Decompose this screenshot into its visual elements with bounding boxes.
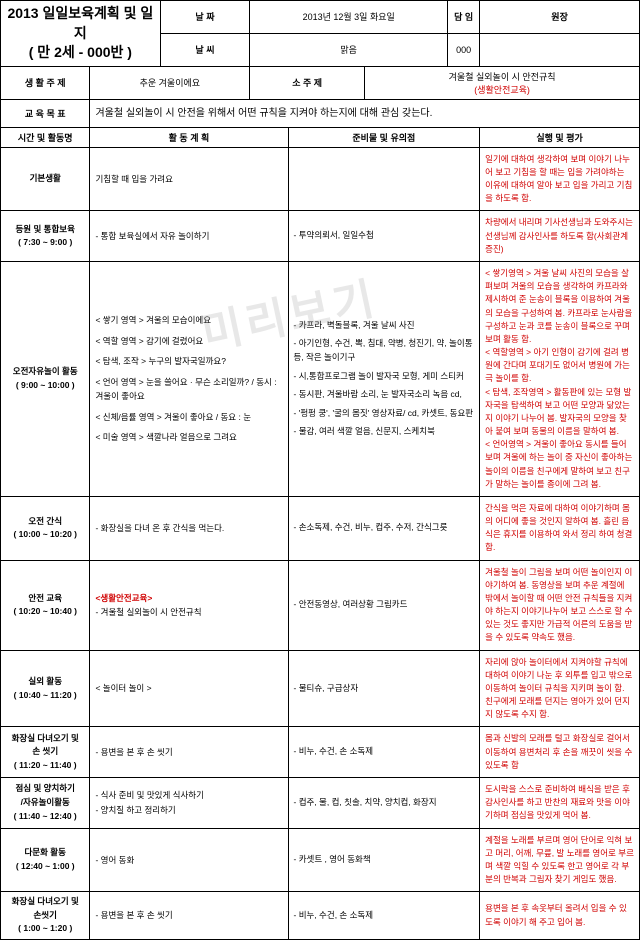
row-time-7: 점심 및 양치하기/자유놀이활동( 11:40 ~ 12:40 ) xyxy=(1,778,90,829)
sign-value: 000 xyxy=(448,33,480,66)
row-plan-4: <생활안전교육> - 겨울철 실외놀이 시 안전규칙 xyxy=(90,560,288,650)
row-prep-3: - 손소독제, 수건, 비누, 컵주, 수저, 간식그릇 xyxy=(288,496,480,560)
director-sign xyxy=(480,33,640,66)
life-topic-value: 추운 겨울이에요 xyxy=(90,66,250,99)
teacher-label: 담 임 xyxy=(448,1,480,34)
row-plan-1: - 통합 보육실에서 자유 놀이하기 xyxy=(90,211,288,262)
row-eval-6: 몸과 신발의 모래를 털고 화장실로 걸어서 이동하여 용변처리 후 손을 깨끗… xyxy=(480,727,640,778)
row-prep-6: - 비누, 수건, 손 소독제 xyxy=(288,727,480,778)
row-eval-7: 도시락을 스스로 준비하여 배식을 받은 후 감사인사를 하고 반찬의 재료와 … xyxy=(480,778,640,829)
row-prep-4: - 안전동영상, 여러상황 그림카드 xyxy=(288,560,480,650)
row-time-0: 기본생활 xyxy=(1,147,90,211)
row-prep-2: - 카프라, 벽돌블록, 겨울 날씨 사진- 아기인형, 수건, 뽁, 침대, … xyxy=(288,261,480,496)
life-topic-label: 생 활 주 제 xyxy=(1,66,90,99)
weather-label: 날 씨 xyxy=(160,33,249,66)
row-time-4: 안전 교육( 10:20 ~ 10:40 ) xyxy=(1,560,90,650)
row-prep-0 xyxy=(288,147,480,211)
row-plan-3: - 화장실을 다녀 온 후 간식을 먹는다. xyxy=(90,496,288,560)
row-eval-2: < 쌓기영역 > 겨울 날씨 사진의 모습을 살펴보며 겨울의 모습을 생각하여… xyxy=(480,261,640,496)
row-plan-6: - 용변을 본 후 손 씻기 xyxy=(90,727,288,778)
row-eval-3: 간식을 먹은 자료에 대하여 이야기하며 몸의 어디에 좋을 것인지 알하여 봄… xyxy=(480,496,640,560)
director-label: 원장 xyxy=(480,1,640,34)
sub-topic-label: 소 주 제 xyxy=(250,66,365,99)
row-prep-7: - 컵주, 물, 컵, 칫솔, 치약, 양치컵, 화장지 xyxy=(288,778,480,829)
row-plan-9: - 용변을 본 후 손 씻기 xyxy=(90,892,288,940)
row-time-1: 등원 및 통합보육( 7:30 ~ 9:00 ) xyxy=(1,211,90,262)
weather-value: 맑음 xyxy=(250,33,448,66)
col-prep: 준비물 및 유의점 xyxy=(288,127,480,147)
row-eval-5: 자리에 앉아 놀이터에서 지켜야할 규칙에 대하여 이야기 나눈 후 외투를 입… xyxy=(480,650,640,727)
row-plan-5: < 놀이터 놀이 > xyxy=(90,650,288,727)
sub-topic-value: 겨울철 실외놀이 시 안전규칙 (생활안전교육) xyxy=(365,66,640,99)
row-time-8: 다문화 활동( 12:40 ~ 1:00 ) xyxy=(1,828,90,892)
col-eval: 실행 및 평가 xyxy=(480,127,640,147)
col-plan: 활 동 계 획 xyxy=(90,127,288,147)
row-eval-9: 용변을 본 후 속옷부터 올려서 입을 수 있도록 이야기 해 주고 입어 봄. xyxy=(480,892,640,940)
row-eval-1: 차량에서 내리며 기사선생님과 도와주시는 선생님께 감사인사를 하도록 함(사… xyxy=(480,211,640,262)
row-time-3: 오전 간식( 10:00 ~ 10:20 ) xyxy=(1,496,90,560)
row-eval-0: 일기에 대하여 생각하여 보며 이야기 나누어 보고 기침을 할 때는 입을 가… xyxy=(480,147,640,211)
row-prep-5: - 물티슈, 구급상자 xyxy=(288,650,480,727)
row-eval-4: 겨울철 놀이 그림을 보며 어떤 놀이인지 이야기하여 봄. 동영상을 보며 추… xyxy=(480,560,640,650)
row-plan-2: < 쌓기 영역 > 겨울의 모습이에요< 역할 영역 > 감기에 걸렸어요< 탐… xyxy=(90,261,288,496)
row-prep-8: - 카셋트 , 영어 동화책 xyxy=(288,828,480,892)
date-value: 2013년 12월 3일 화요일 xyxy=(250,1,448,34)
row-eval-8: 계절을 노래를 부르며 영어 단어로 익혀 보고 머리, 어깨, 무릎, 발 노… xyxy=(480,828,640,892)
row-plan-8: - 영어 동화 xyxy=(90,828,288,892)
row-plan-0: 기침할 때 입을 가려요 xyxy=(90,147,288,211)
doc-title: 2013 일일보육계획 및 일지 ( 만 2세 - 000반 ) xyxy=(1,1,161,67)
col-time: 시간 및 활동명 xyxy=(1,127,90,147)
row-prep-9: - 비누, 수건, 손 소독제 xyxy=(288,892,480,940)
date-label: 날 짜 xyxy=(160,1,249,34)
row-time-9: 화장실 다녀오기 및손씻기( 1:00 ~ 1:20 ) xyxy=(1,892,90,940)
row-plan-7: - 식사 준비 및 맛있게 식사하기- 양치질 하고 정리하기 xyxy=(90,778,288,829)
row-time-6: 화장실 다녀오기 및손 씻기( 11:20 ~ 11:40 ) xyxy=(1,727,90,778)
goal-value: 겨울철 실외놀이 시 안전을 위해서 어떤 규칙을 지켜야 하는지에 대해 관심… xyxy=(90,99,640,127)
row-time-5: 실외 활동( 10:40 ~ 11:20 ) xyxy=(1,650,90,727)
row-time-2: 오전자유놀이 활동( 9:00 ~ 10:00 ) xyxy=(1,261,90,496)
doc-table: 2013 일일보육계획 및 일지 ( 만 2세 - 000반 ) 날 짜 201… xyxy=(0,0,640,940)
goal-label: 교 육 목 표 xyxy=(1,99,90,127)
row-prep-1: - 투약의뢰서, 일일수첩 xyxy=(288,211,480,262)
